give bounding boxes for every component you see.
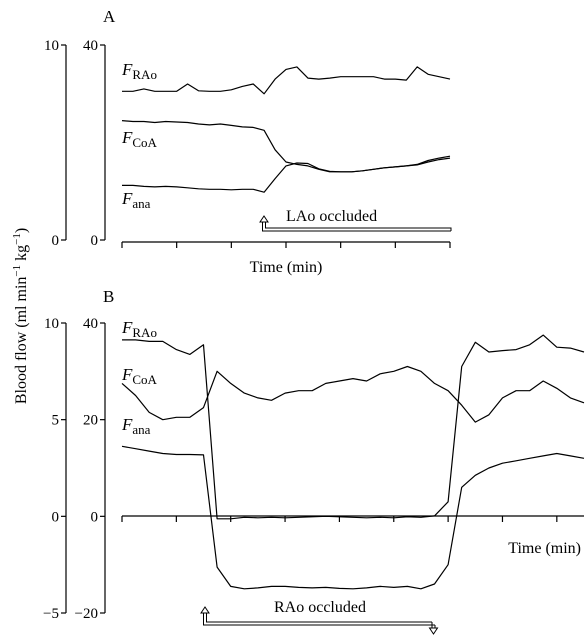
panel-a-series bbox=[121, 66, 451, 193]
panel-b-outer-y-tick-label: 10 bbox=[44, 316, 59, 332]
panel-a-occlusion-arrow bbox=[259, 215, 452, 232]
y-axis-label-mid: kg bbox=[13, 245, 30, 265]
panel-b-axes: −5 0 5 10 −20 0 20 40 bbox=[43, 316, 584, 622]
panel-b-x-axis-label: Time (min) bbox=[508, 540, 581, 557]
panel-a-series-ana-line bbox=[122, 157, 451, 193]
panel-b-outer-y-tick-label: 5 bbox=[52, 413, 60, 429]
panel-a-series-rao-line bbox=[122, 66, 451, 95]
panel-b-inner-y-tick-label: 40 bbox=[83, 316, 98, 332]
panel-b-series-ana-label: Fana bbox=[121, 415, 151, 437]
panel-b-outer-y-tick-label: −5 bbox=[43, 606, 59, 622]
panel-b-series-coa-line bbox=[121, 365, 585, 423]
panel-b-annotation: RAo occluded bbox=[200, 599, 439, 635]
panel-a-outer-y-tick-label: 10 bbox=[44, 38, 59, 54]
y-axis-label-sup1: −1 bbox=[11, 265, 23, 277]
panel-a: A 0 10 0 40 FRAo FCoA Fana LAo occluded Time … bbox=[44, 7, 452, 276]
panel-a-series-labels: FRAo FCoA Fana bbox=[121, 60, 158, 211]
panel-b-inner-y-tick-label: 0 bbox=[91, 509, 99, 525]
panel-b-series-rao-line bbox=[122, 334, 585, 520]
panel-b-series-ana-line bbox=[121, 445, 585, 590]
panel-a-series-rao-label: FRAo bbox=[121, 60, 157, 82]
panel-a-axes: 0 10 0 40 bbox=[44, 38, 451, 249]
y-axis-label-end: ) bbox=[13, 228, 30, 233]
panel-a-series-coa-label: FCoA bbox=[121, 128, 158, 150]
panel-a-x-axis-label: Time (min) bbox=[250, 259, 323, 276]
panel-b-series-labels: FRAo FCoA Fana bbox=[121, 318, 158, 437]
panel-b-inner-y-tick-label: −20 bbox=[75, 606, 98, 622]
panel-a-annotation-text: LAo occluded bbox=[286, 208, 377, 225]
panel-b-label: B bbox=[103, 287, 114, 306]
panel-b-annotation-text: RAo occluded bbox=[274, 599, 366, 616]
panel-a-label: A bbox=[103, 7, 116, 26]
y-axis-label-main: Blood flow (ml min bbox=[13, 277, 30, 405]
panel-b: B −5 0 5 10 −20 0 20 40 FRAo FCoA Fana RAo occlud… bbox=[43, 287, 585, 635]
y-axis-label-sup2: −1 bbox=[11, 233, 23, 245]
panel-a-inner-y-tick-label: 0 bbox=[91, 233, 99, 249]
y-axis-label: Blood flow (ml min−1 kg−1) bbox=[11, 228, 30, 404]
panel-a-annotation: LAo occluded bbox=[259, 208, 452, 232]
panel-a-series-ana-label: Fana bbox=[121, 189, 151, 211]
panel-b-inner-y-tick-label: 20 bbox=[83, 413, 98, 429]
panel-b-occlusion-arrow bbox=[200, 606, 439, 635]
panel-a-series-coa-line bbox=[121, 120, 451, 173]
panel-a-outer-y-tick-label: 0 bbox=[52, 233, 60, 249]
panel-b-series-rao-label: FRAo bbox=[121, 318, 157, 340]
panel-b-outer-y-tick-label: 0 bbox=[52, 509, 60, 525]
panel-b-series bbox=[121, 334, 585, 590]
panel-a-inner-y-tick-label: 40 bbox=[83, 38, 98, 54]
panel-b-series-coa-label: FCoA bbox=[121, 365, 158, 387]
